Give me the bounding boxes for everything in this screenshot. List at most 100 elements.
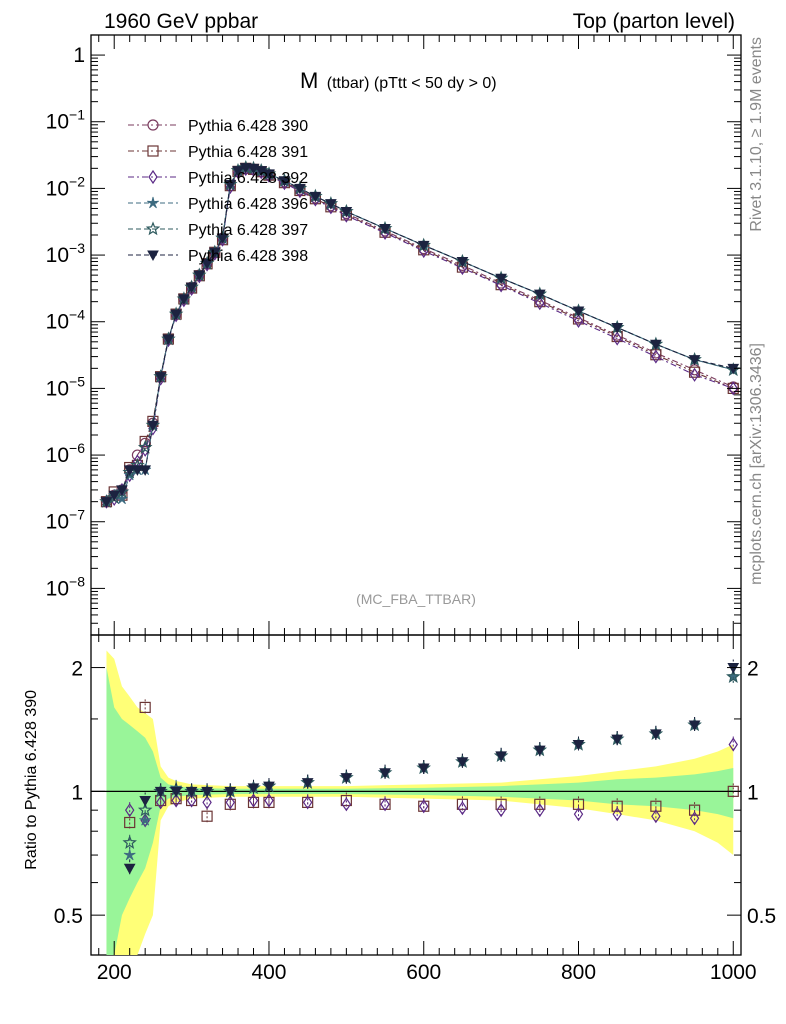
ratio-series-layer [122, 659, 741, 877]
ratio-point-4-17 [611, 734, 624, 746]
ratio-point-1-0 [124, 803, 135, 818]
ratio-point-4-4 [185, 786, 198, 798]
legend-label-3: Pythia 6.428 396 [188, 196, 308, 213]
main-point-5-6 [147, 420, 159, 432]
main-point-5-13 [201, 258, 213, 270]
main-point-2-32 [573, 313, 584, 328]
plot-title-main: M [300, 68, 318, 93]
ratio-point-1-5 [202, 795, 212, 810]
ratio-point-0-16 [572, 798, 585, 810]
header-right: Top (parton level) [573, 10, 735, 33]
header-left: 1960 GeV ppbar [104, 10, 258, 33]
main-ytick-label-4: 10 [46, 311, 69, 334]
plot-title: M (ttbar) (pTtt < 50 dy > 0) [300, 68, 497, 93]
main-point-5-10 [178, 294, 190, 305]
main-point-2-34 [651, 349, 661, 364]
ratio-uncertainty-bands [91, 650, 741, 955]
ratio-point-4-12 [417, 763, 430, 774]
main-ytick-label-0: 1 [73, 44, 85, 67]
ratio-point-0-0 [124, 816, 136, 829]
legend: Pythia 6.428 390 Pythia 6.428 391 Pythia 6… [128, 118, 308, 265]
ratio-point-2-0 [123, 849, 136, 861]
legend-label-4: Pythia 6.428 397 [188, 222, 308, 239]
main-ytick-exp-2: −2 [69, 173, 85, 189]
legend-label-2: Pythia 6.428 392 [188, 170, 308, 187]
ratio-point-0-5 [201, 810, 213, 822]
main-series-1 [100, 162, 739, 508]
main-ytick-exp-1: −1 [69, 107, 85, 123]
ratio-point-3-0 [122, 835, 137, 849]
ratio-point-4-8 [263, 781, 275, 793]
legend-entry-3: Pythia 6.428 396 [128, 196, 308, 213]
ratio-point-1-20 [728, 737, 738, 752]
ratio-point-1-10 [341, 797, 352, 812]
ratio-point-4-1 [139, 796, 152, 807]
main-point-5-34 [650, 339, 662, 351]
legend-entry-0: Pythia 6.428 390 [128, 118, 308, 135]
ratio-point-1-3 [171, 793, 181, 808]
main-series-line-3 [106, 167, 734, 503]
main-point-5-16 [224, 179, 237, 191]
ratio-point-1-11 [380, 797, 390, 812]
ratio-point-1-16 [573, 807, 584, 822]
ratio-point-3-20 [726, 669, 741, 683]
legend-marker-1 [147, 145, 159, 157]
ratio-ytick-label-2: 0.5 [54, 905, 83, 928]
main-point-5-4 [131, 465, 144, 476]
legend-entry-1: Pythia 6.428 391 [128, 144, 308, 161]
main-ytick-exp-6: −6 [69, 440, 85, 456]
ratio-xtick-label-1: 400 [251, 961, 286, 984]
legend-marker-0 [147, 119, 159, 131]
main-point-5-11 [185, 282, 198, 294]
main-point-2-36 [728, 381, 738, 396]
main-ytick-exp-8: −8 [69, 573, 85, 589]
main-point-5-22 [278, 176, 291, 187]
main-point-5-12 [193, 270, 206, 282]
ratio-point-1-4 [186, 793, 197, 808]
main-point-5-9 [170, 309, 182, 321]
ratio-point-4-11 [379, 768, 391, 779]
main-point-5-24 [309, 191, 322, 203]
legend-entry-2: Pythia 6.428 392 [128, 169, 308, 187]
ratio-series-4 [123, 659, 740, 877]
ratio-point-3-1 [137, 802, 153, 817]
ratio-point-4-7 [247, 783, 260, 794]
main-point-1-35 [688, 366, 701, 378]
ratio-panel-frame [90, 634, 742, 956]
main-point-5-27 [379, 224, 391, 235]
ratio-point-0-1 [139, 701, 151, 714]
ratio-ytick-label-right-2: 0.5 [747, 905, 776, 928]
main-point-5-30 [495, 273, 507, 285]
main-ytick-exp-3: −3 [69, 240, 85, 256]
main-point-5-5 [139, 465, 152, 476]
main-point-5-1 [108, 490, 121, 502]
ratio-ytick-label-0: 2 [71, 658, 83, 681]
main-point-5-18 [239, 163, 252, 174]
legend-entry-4: Pythia 6.428 397 [128, 221, 308, 239]
main-point-5-7 [154, 372, 167, 383]
ratio-point-1-9 [302, 795, 313, 810]
main-ytick-exp-4: −4 [69, 307, 85, 323]
main-point-5-3 [123, 465, 136, 476]
ratio-series-2 [123, 668, 740, 864]
ratio-point-4-14 [495, 751, 507, 762]
ratio-point-4-19 [688, 720, 701, 732]
ratio-point-4-15 [533, 745, 546, 757]
legend-label-1: Pythia 6.428 391 [188, 144, 308, 161]
main-point-5-35 [688, 355, 701, 366]
ratio-point-4-16 [572, 739, 585, 751]
main-ytick-label-3: 10 [46, 244, 69, 267]
main-ytick-exp-7: −7 [69, 507, 85, 523]
main-ytick-label-1: 10 [46, 111, 69, 134]
ratio-xtick-label-0: 200 [97, 961, 132, 984]
ratio-series-3 [122, 668, 741, 851]
mcplots-label: mcplots.cern.ch [arXiv:1306.3436] [748, 343, 765, 585]
main-point-2-33 [612, 331, 622, 346]
main-series-5 [100, 163, 740, 508]
ratio-point-1-2 [155, 795, 166, 810]
main-point-5-23 [294, 183, 306, 195]
ratio-point-4-0 [123, 863, 136, 875]
ratio-xtick-label-2: 600 [406, 961, 441, 984]
main-point-5-17 [232, 166, 244, 177]
